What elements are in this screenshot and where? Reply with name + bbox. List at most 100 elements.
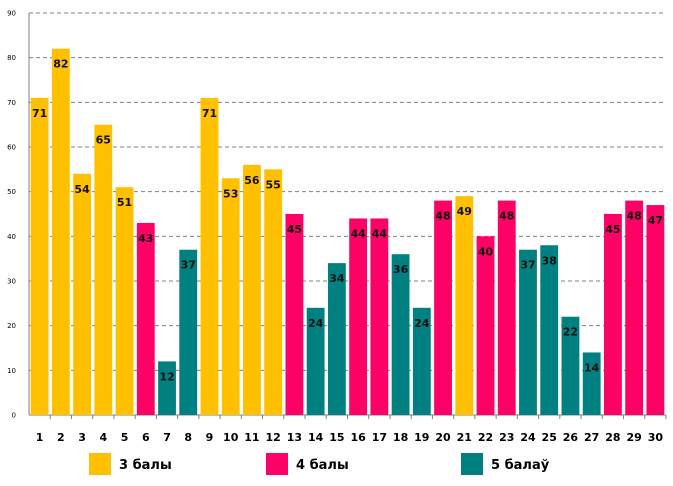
data-label: 48 [499, 210, 514, 223]
y-tick-label: 90 [7, 10, 16, 18]
bar-9 [200, 97, 219, 415]
x-tick-label: 16 [350, 431, 366, 444]
data-label: 44 [372, 227, 388, 240]
bar-3 [73, 173, 92, 415]
y-tick-label: 10 [7, 367, 16, 375]
data-label: 82 [53, 58, 68, 71]
data-label: 56 [244, 174, 260, 187]
bar-29 [625, 200, 644, 415]
data-label: 43 [138, 232, 153, 245]
y-tick-label: 70 [7, 99, 16, 107]
x-tick-label: 5 [121, 431, 129, 444]
x-tick-label: 10 [223, 431, 239, 444]
data-label: 71 [202, 107, 217, 120]
x-tick-label: 22 [478, 431, 493, 444]
bar-24 [519, 249, 537, 415]
bar-30 [646, 205, 665, 415]
bar-1 [30, 97, 49, 415]
data-label: 71 [32, 107, 47, 120]
bar-23 [497, 200, 516, 415]
bar-8 [179, 249, 198, 415]
x-tick-label: 11 [244, 431, 259, 444]
x-tick-label: 14 [308, 431, 324, 444]
legend-label-3: 3 балы [119, 458, 172, 473]
bar-4 [94, 124, 113, 416]
x-tick-label: 6 [142, 431, 150, 444]
bar-11 [243, 164, 261, 415]
y-tick-label: 20 [7, 322, 16, 330]
bar-16 [349, 218, 368, 415]
y-tick-label: 50 [7, 188, 16, 196]
x-tick-label: 29 [626, 431, 641, 444]
legend-label-4: 4 балы [296, 458, 349, 473]
data-label: 14 [584, 361, 600, 374]
x-tick-label: 2 [57, 431, 65, 444]
y-tick-label: 80 [7, 54, 16, 62]
x-tick-label: 26 [563, 431, 579, 444]
data-label: 45 [287, 223, 302, 236]
x-tick-label: 19 [414, 431, 429, 444]
legend-swatch-3 [89, 453, 111, 475]
legend-swatch-4 [266, 453, 288, 475]
x-tick-label: 1 [36, 431, 44, 444]
x-tick-label: 21 [457, 431, 472, 444]
data-label: 53 [223, 187, 238, 200]
data-label: 55 [266, 178, 281, 191]
bar-20 [434, 200, 452, 415]
bar-14 [306, 307, 325, 415]
y-tick-label: 40 [7, 233, 16, 241]
legend-swatch-5 [461, 453, 483, 475]
y-tick-label: 30 [7, 278, 16, 286]
bar-18 [391, 254, 410, 415]
data-label: 48 [435, 210, 450, 223]
bar-7 [158, 361, 176, 415]
data-label: 54 [74, 183, 90, 196]
legend-label-5: 5 балаў [491, 458, 550, 473]
x-tick-label: 20 [435, 431, 451, 444]
data-label: 45 [605, 223, 620, 236]
x-tick-label: 18 [393, 431, 408, 444]
data-label: 36 [393, 263, 409, 276]
x-tick-label: 27 [584, 431, 599, 444]
x-tick-label: 3 [78, 431, 86, 444]
data-label: 37 [181, 259, 196, 272]
data-label: 34 [329, 272, 345, 285]
x-tick-label: 28 [605, 431, 620, 444]
data-label: 47 [648, 214, 663, 227]
data-label: 12 [159, 370, 174, 383]
y-tick-label: 60 [7, 144, 16, 152]
x-tick-label: 24 [520, 431, 536, 444]
x-tick-label: 15 [329, 431, 344, 444]
bar-12 [264, 169, 283, 415]
y-tick-label: 0 [12, 412, 16, 420]
data-label: 44 [350, 227, 366, 240]
x-tick-label: 9 [206, 431, 214, 444]
data-label: 49 [457, 205, 472, 218]
bar-21 [455, 196, 474, 415]
bar-19 [412, 307, 431, 415]
bar-22 [476, 236, 495, 415]
bar-26 [561, 316, 580, 415]
x-tick-label: 12 [266, 431, 281, 444]
x-tick-label: 13 [287, 431, 302, 444]
data-label: 48 [626, 210, 641, 223]
data-label: 40 [478, 245, 494, 258]
bar-15 [327, 263, 346, 415]
x-tick-label: 4 [99, 431, 107, 444]
data-label: 37 [520, 259, 535, 272]
bar-17 [370, 218, 389, 415]
data-label: 22 [563, 326, 578, 339]
bar-6 [136, 222, 155, 415]
bar-25 [540, 245, 559, 415]
data-label: 65 [96, 134, 111, 147]
data-label: 51 [117, 196, 132, 209]
data-label: 24 [414, 317, 430, 330]
x-tick-label: 7 [163, 431, 171, 444]
bar-5 [115, 187, 134, 415]
x-tick-label: 8 [184, 431, 192, 444]
bar-27 [582, 352, 601, 415]
x-tick-label: 17 [372, 431, 387, 444]
x-tick-label: 23 [499, 431, 514, 444]
data-label: 38 [542, 254, 557, 267]
